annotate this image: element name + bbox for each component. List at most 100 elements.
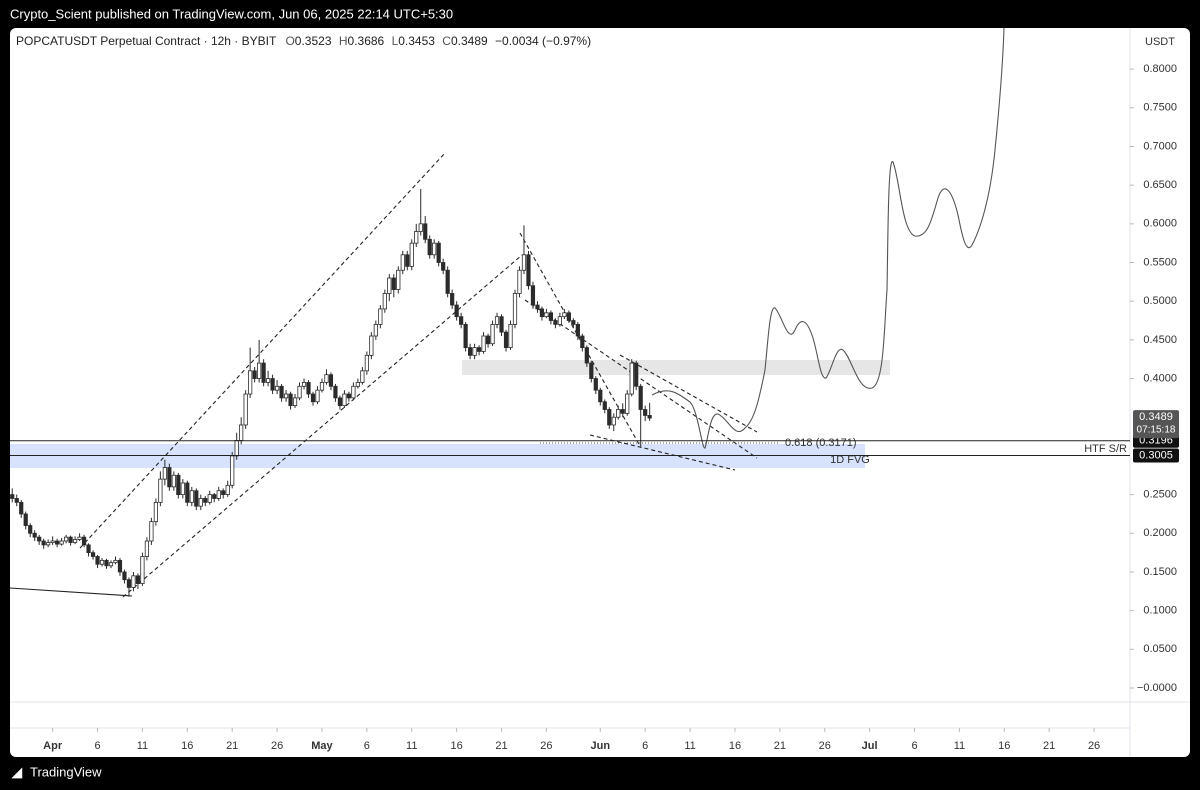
x-tick-label: Jun xyxy=(591,740,611,752)
candle-body xyxy=(55,540,60,545)
candle-body xyxy=(257,362,262,379)
candle-body xyxy=(468,347,473,356)
candle-body xyxy=(378,308,383,325)
c-label: C xyxy=(442,34,451,48)
candle-body xyxy=(14,498,19,503)
candle-body xyxy=(643,409,648,416)
candle-body xyxy=(108,562,114,567)
price-label: 0.3005 xyxy=(1139,449,1173,461)
candle-body xyxy=(494,316,500,325)
candle-body xyxy=(252,370,257,379)
x-tick-label: 11 xyxy=(954,740,965,752)
x-tick-label: 16 xyxy=(998,740,1010,752)
candle-body xyxy=(472,347,477,356)
candle-body xyxy=(396,269,401,290)
candle-body xyxy=(19,501,24,515)
candle-body xyxy=(234,440,239,457)
y-tick-label: 0.5500 xyxy=(1143,256,1177,268)
candle-body xyxy=(86,544,91,554)
candle-body xyxy=(297,385,302,399)
candle-body xyxy=(230,455,235,486)
candle-body xyxy=(342,393,347,407)
x-tick-label: 11 xyxy=(684,740,695,752)
candle-body xyxy=(589,362,594,379)
candle-body xyxy=(189,490,194,503)
y-tick-label: 0.1500 xyxy=(1143,566,1177,578)
candle-body xyxy=(490,323,495,345)
channel-upper xyxy=(79,152,446,549)
symbol: POPCATUSDT Perpetual Contract · 12h · BY… xyxy=(16,34,277,48)
candle-body xyxy=(144,540,150,557)
x-tick-label: 21 xyxy=(226,740,238,752)
candle-body xyxy=(598,389,603,403)
candle-body xyxy=(198,498,203,507)
candle-body xyxy=(81,536,87,546)
candle-body xyxy=(333,385,338,399)
wedge-line xyxy=(619,354,758,433)
candle-body xyxy=(95,556,100,565)
candle-body xyxy=(647,415,652,419)
candle-body xyxy=(369,335,374,356)
x-tick-label: 26 xyxy=(271,740,283,752)
brand: TradingView xyxy=(30,764,102,779)
candle-body xyxy=(557,316,562,325)
x-tick-label: 26 xyxy=(1088,740,1100,752)
o-value: 0.3523 xyxy=(295,34,332,48)
candle-body xyxy=(171,474,176,488)
candle-body xyxy=(530,285,536,306)
candle-body xyxy=(77,536,82,540)
candle-body xyxy=(476,347,482,352)
candle-body xyxy=(68,536,73,543)
change: −0.0034 (−0.97%) xyxy=(495,34,591,48)
currency: USDT xyxy=(1145,36,1175,48)
supply-zone xyxy=(462,360,890,375)
countdown: 07:15:18 xyxy=(1137,425,1176,436)
candle-body xyxy=(620,409,625,414)
candle-body xyxy=(580,335,585,349)
y-tick-label: 0.7500 xyxy=(1143,102,1177,114)
y-tick-label: −0.0000 xyxy=(1137,682,1177,694)
price-label-box xyxy=(1133,448,1179,463)
candle-body xyxy=(625,393,630,414)
x-tick-label: 6 xyxy=(642,740,648,752)
candle-body xyxy=(113,559,118,564)
x-tick-label: Apr xyxy=(43,740,63,752)
candle-body xyxy=(508,323,513,349)
candle-body xyxy=(454,304,459,318)
y-tick-label: 0.2500 xyxy=(1143,489,1177,501)
x-tick-label: 26 xyxy=(819,740,831,752)
candle-body xyxy=(638,385,643,410)
last-price: 0.3489 xyxy=(1139,411,1173,423)
x-tick-label: 16 xyxy=(181,740,193,752)
trend-line xyxy=(9,587,133,597)
candle-body xyxy=(602,401,607,410)
candle-body xyxy=(414,231,419,244)
candle-body xyxy=(310,393,316,403)
candle-body xyxy=(153,501,158,523)
candle-body xyxy=(261,362,266,383)
candle-body xyxy=(481,335,486,352)
candle-body xyxy=(46,542,51,546)
candle-body xyxy=(131,575,136,588)
candle-body xyxy=(400,254,405,271)
candle-body xyxy=(59,540,64,545)
h-label: H xyxy=(339,34,348,48)
candle-body xyxy=(243,393,248,426)
candle-body xyxy=(629,362,634,395)
candle-body xyxy=(149,521,154,542)
candle-body xyxy=(212,494,217,499)
candle-body xyxy=(266,378,271,383)
candle-body xyxy=(301,382,307,387)
projection-path xyxy=(651,27,1005,449)
last-price-box xyxy=(1133,410,1179,439)
candle-body xyxy=(135,575,141,584)
x-tick-label: 16 xyxy=(451,740,463,752)
candle-body xyxy=(441,262,446,271)
candle-body xyxy=(571,320,576,325)
x-tick-label: 16 xyxy=(729,740,741,752)
candle-body xyxy=(521,254,527,271)
y-tick-label: 0.7000 xyxy=(1143,140,1177,152)
l-value: 0.3453 xyxy=(398,34,435,48)
candle-body xyxy=(140,556,145,584)
